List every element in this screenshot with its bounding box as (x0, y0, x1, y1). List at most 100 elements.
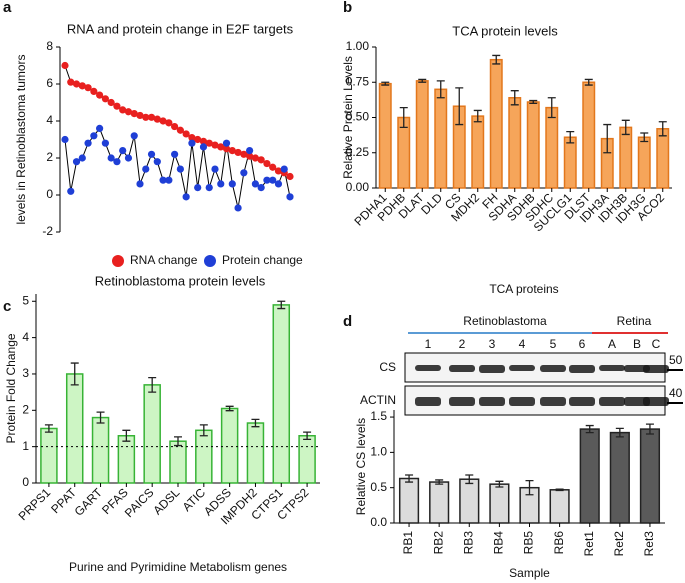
bar (489, 483, 510, 524)
data-point (263, 176, 271, 184)
bar (582, 81, 596, 189)
data-point (205, 184, 213, 192)
data-point (222, 139, 231, 147)
y-tick-label: 1.0 (370, 445, 387, 459)
blot-band (599, 365, 625, 371)
error-bar (381, 81, 390, 86)
lane-label: A (608, 337, 616, 351)
blot-band (643, 397, 669, 406)
blot-band (415, 397, 441, 406)
data-point (194, 184, 202, 192)
data-point (176, 165, 184, 173)
chart-title: Retinoblastoma protein levels (95, 273, 266, 288)
data-point (136, 180, 144, 188)
error-bar (529, 99, 538, 105)
y-tick-label: 0 (46, 187, 53, 201)
data-point (188, 139, 196, 147)
bar (489, 58, 503, 189)
y-axis-label: Protein Fold Change (4, 333, 18, 443)
lane-label: 5 (550, 337, 557, 351)
data-point (67, 78, 75, 86)
blot-band (479, 365, 505, 373)
error-bar (148, 376, 157, 393)
data-point (211, 141, 219, 149)
data-point (124, 108, 133, 116)
error-bar (615, 427, 624, 438)
data-point (101, 139, 109, 147)
data-point (240, 150, 248, 158)
data-point (84, 139, 92, 147)
y-tick-label: 8 (46, 39, 53, 53)
lane-label: 6 (579, 337, 586, 351)
error-bar (603, 123, 612, 154)
series-line (64, 127, 291, 209)
bar (563, 136, 577, 189)
bar (639, 428, 661, 524)
error-bar (277, 300, 286, 310)
panel-label: c (3, 298, 11, 315)
x-tick-label: PRPS1 (16, 485, 54, 523)
data-point (72, 158, 81, 166)
error-bar (473, 109, 482, 123)
error-bar (584, 78, 593, 86)
chart-title: RNA and protein change in E2F targets (67, 21, 294, 36)
y-tick-label: 6 (46, 76, 53, 90)
data-point (199, 143, 208, 151)
data-point (251, 154, 259, 162)
x-tick-label: RB5 (522, 531, 536, 555)
y-tick-label: 2 (46, 150, 53, 164)
group-label: Retina (617, 314, 652, 328)
error-bar (303, 431, 312, 441)
blot-frame (404, 352, 666, 383)
error-bar (96, 411, 105, 424)
y-tick-label: 0.5 (370, 480, 387, 494)
data-point (257, 184, 265, 192)
data-point (61, 135, 69, 144)
data-point (251, 180, 259, 188)
y-tick-label: 1 (22, 439, 29, 453)
x-tick-label: RB4 (492, 531, 506, 555)
data-point (280, 165, 288, 173)
blot-band (415, 365, 441, 371)
data-point (119, 106, 127, 114)
data-point (246, 147, 254, 155)
data-point (107, 154, 115, 162)
bar (579, 428, 600, 524)
data-point (274, 167, 283, 175)
error-bar (621, 119, 630, 136)
legend-label: RNA change (130, 253, 198, 267)
lane-label: B (633, 337, 641, 351)
x-axis-label: Purine and Pyrimidine Metabolism genes (69, 560, 287, 574)
data-point (246, 152, 254, 160)
data-point (136, 111, 144, 120)
bar (40, 427, 58, 484)
y-tick-label: 0.75 (346, 74, 370, 88)
y-tick-label: 0.00 (346, 180, 370, 194)
blot-band (449, 365, 475, 372)
data-point (130, 132, 138, 140)
chart-title: TCA protein levels (452, 23, 558, 38)
error-bar (399, 106, 408, 129)
y-tick-label: 0.50 (346, 110, 370, 124)
error-bar (525, 479, 534, 496)
bar (619, 126, 633, 189)
data-point (286, 172, 294, 181)
y-tick-label: 4 (22, 330, 29, 344)
bar (434, 88, 448, 189)
error-bar (225, 405, 234, 412)
data-point (113, 102, 121, 110)
data-point (182, 193, 190, 201)
legend-marker (204, 255, 216, 267)
data-point (199, 137, 208, 145)
data-point (182, 130, 190, 138)
error-bar (70, 362, 79, 386)
error-bar (510, 90, 519, 106)
error-bar (640, 132, 649, 143)
error-bar (555, 488, 564, 492)
data-point (101, 95, 109, 103)
error-bar (174, 436, 182, 447)
y-axis-label: Relative CS levels (354, 418, 368, 515)
error-bar (455, 87, 464, 126)
error-bar (251, 418, 260, 428)
